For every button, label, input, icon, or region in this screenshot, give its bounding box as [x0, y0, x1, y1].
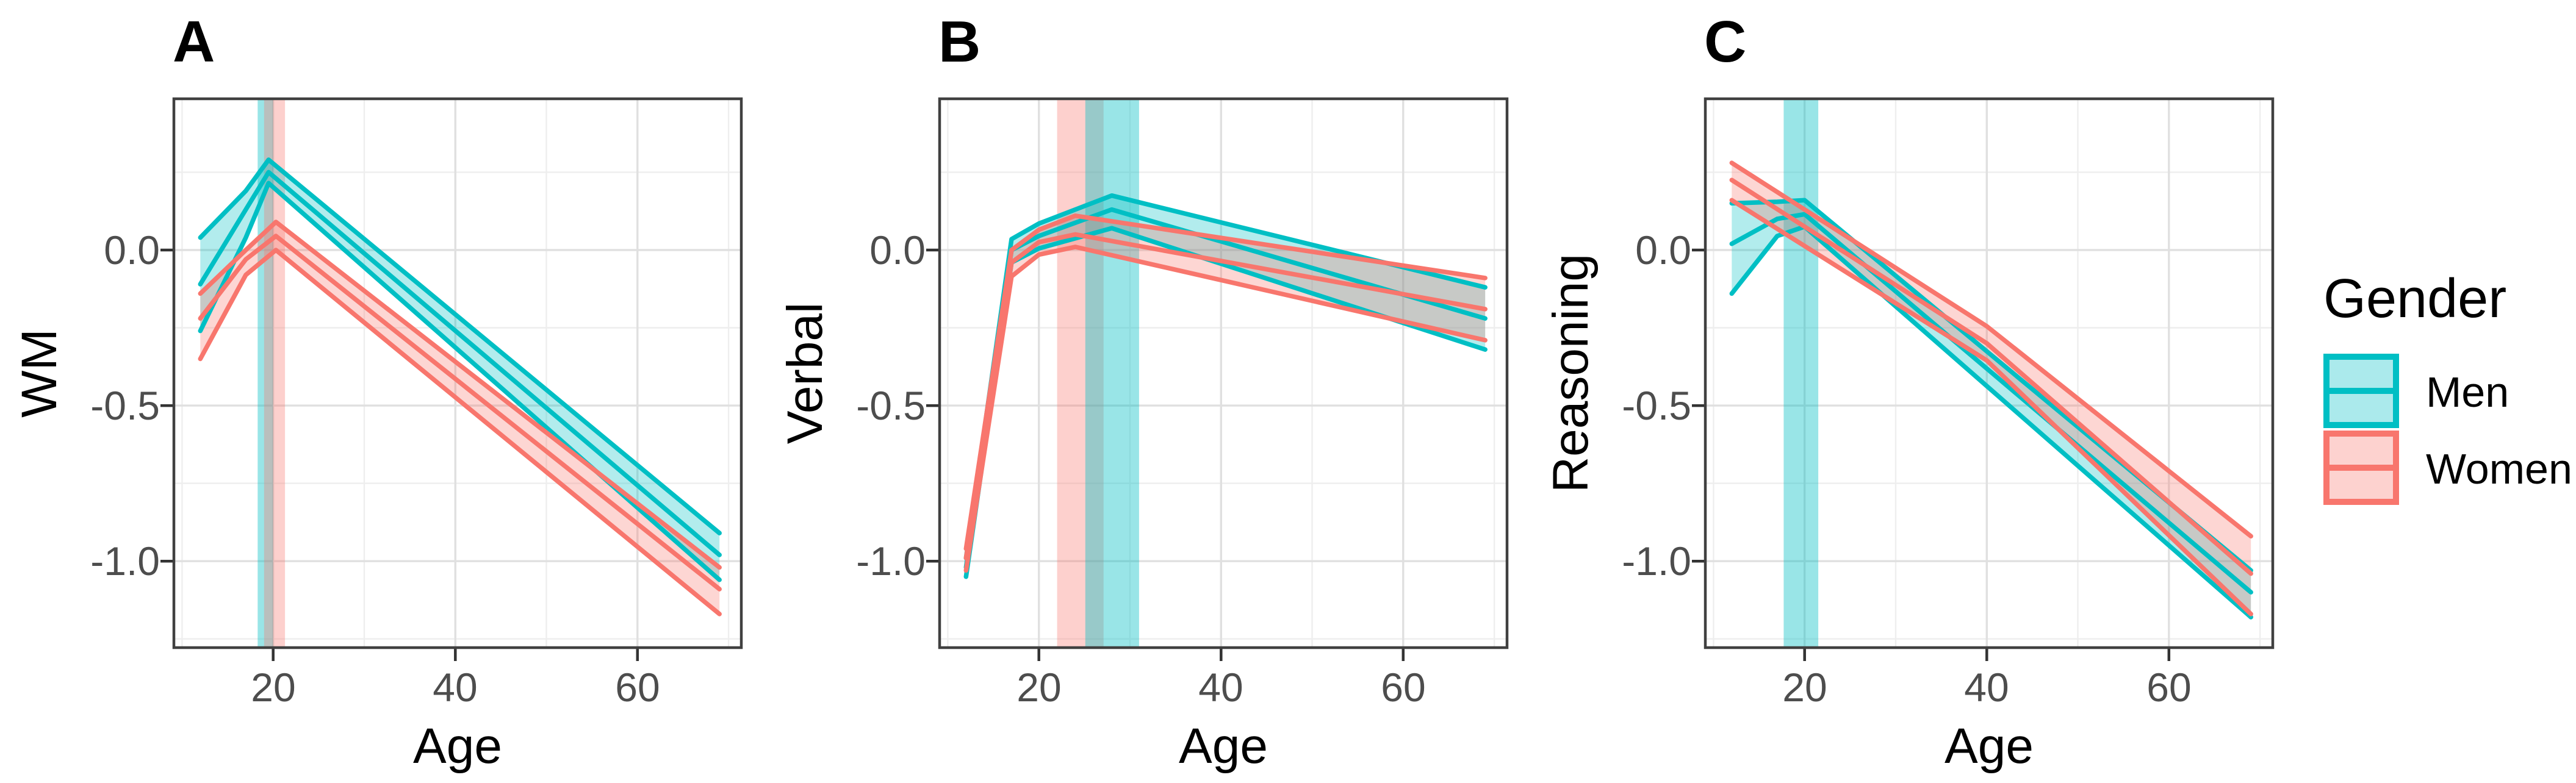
ci-ribbon-women — [200, 222, 720, 614]
y-tick-label-a: 0.0 — [104, 227, 160, 273]
y-axis-title-b: Verbal — [777, 302, 833, 445]
legend-label-men: Men — [2426, 368, 2509, 416]
upper-line-women — [198, 220, 722, 570]
x-tick-label-a: 20 — [251, 665, 296, 710]
x-axis-title-c: Age — [1945, 718, 2034, 774]
peak-age-band-men — [1085, 99, 1139, 648]
x-tick-label-b: 40 — [1198, 665, 1243, 710]
legend-swatch-men — [2323, 354, 2399, 428]
y-tick-label-c: -0.5 — [1622, 383, 1691, 428]
mean-line-women — [198, 234, 722, 592]
lower-line-men — [198, 181, 722, 582]
ci-ribbon-men — [966, 195, 1486, 577]
panel-letter-c: C — [1704, 9, 1747, 74]
lower-line-women — [963, 245, 1488, 573]
x-axis-title-b: Age — [1179, 718, 1268, 774]
x-tick-label-a: 60 — [615, 665, 660, 710]
panel-letter-a: A — [173, 9, 215, 74]
lower-line-women — [198, 248, 722, 617]
lower-line-men — [1729, 224, 2253, 620]
y-axis-title-c: Reasoning — [1543, 253, 1599, 493]
legend-swatch-women — [2323, 431, 2399, 505]
y-tick-label-a: -0.5 — [90, 383, 160, 428]
panel-a-plot — [160, 97, 743, 661]
y-axis-title-a: WM — [12, 329, 67, 418]
upper-line-women — [1729, 160, 2253, 539]
legend-line-men — [2330, 388, 2393, 394]
ci-ribbon-women — [966, 215, 1486, 571]
mean-line-men — [198, 170, 722, 557]
y-tick-label-c: -1.0 — [1622, 538, 1691, 584]
legend-label-women: Women — [2426, 445, 2572, 493]
y-tick-label-a: -1.0 — [90, 538, 160, 584]
panel-c-plot — [1692, 97, 2275, 661]
mean-line-women — [1729, 177, 2253, 576]
x-tick-label-a: 40 — [433, 665, 478, 710]
lower-line-women — [1729, 198, 2253, 617]
x-tick-label-c: 40 — [1964, 665, 2009, 710]
x-tick-label-c: 20 — [1782, 665, 1827, 710]
upper-line-men — [198, 157, 722, 535]
panel-letter-b: B — [938, 9, 981, 74]
panel-b-plot — [926, 97, 1509, 661]
legend-line-women — [2330, 465, 2393, 471]
x-tick-label-b: 60 — [1381, 665, 1426, 710]
y-tick-label-b: -0.5 — [856, 383, 926, 428]
x-axis-title-a: Age — [413, 718, 502, 774]
y-tick-label-c: 0.0 — [1635, 227, 1691, 273]
legend-title: Gender — [2323, 268, 2507, 329]
x-tick-label-b: 20 — [1016, 665, 1062, 710]
peak-age-band-women — [1057, 99, 1104, 648]
y-tick-label-b: 0.0 — [869, 227, 926, 273]
x-tick-label-c: 60 — [2146, 665, 2192, 710]
peak-age-band-men — [1783, 99, 1819, 648]
y-tick-label-b: -1.0 — [856, 538, 926, 584]
